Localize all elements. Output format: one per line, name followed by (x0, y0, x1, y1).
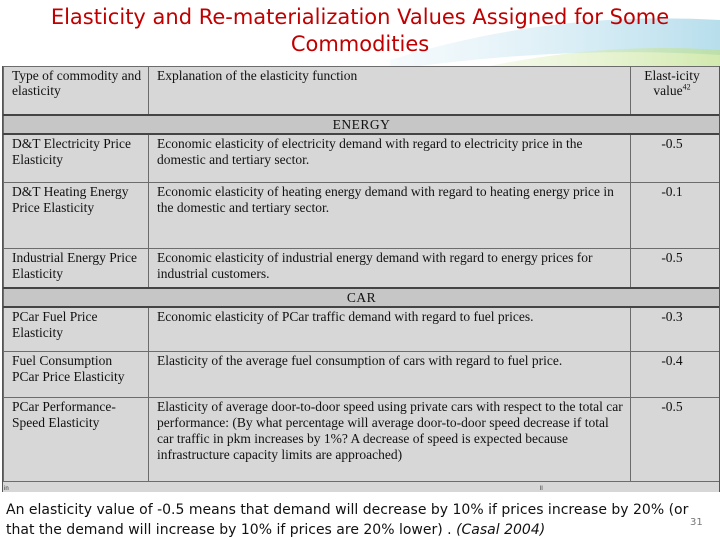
elasticity-value: -0.5 (630, 396, 719, 482)
header-value: Elast-icity value42 (630, 66, 719, 116)
elasticity-value: -0.4 (630, 350, 719, 398)
section-row-energy: ENERGY (3, 114, 719, 135)
section-label: CAR (3, 287, 719, 308)
table-header-row: Type of commodity and elasticity Explana… (3, 66, 719, 116)
table-row: PCar Fuel Price Elasticity Economic elas… (3, 306, 719, 352)
commodity-type: Industrial Energy Price Elasticity (3, 247, 149, 289)
commodity-type: D&T Heating Energy Price Elasticity (3, 181, 149, 249)
explanation: Economic elasticity of electricity deman… (148, 133, 631, 183)
explanation: Elasticity of average door-to-door speed… (148, 396, 631, 482)
explanation: Economic elasticity of industrial energy… (148, 247, 631, 289)
caption: An elasticity value of -0.5 means that d… (6, 500, 706, 540)
table-row: Fuel Consumption PCar Price Elasticity E… (3, 350, 719, 398)
section-label: ENERGY (3, 114, 719, 135)
commodity-type: PCar Performance-Speed Elasticity (3, 396, 149, 482)
header-value-footnote: 42 (682, 82, 691, 92)
elasticity-table: Type of commodity and elasticity Explana… (3, 66, 719, 482)
header-type: Type of commodity and elasticity (3, 66, 149, 116)
explanation: Elasticity of the average fuel consumpti… (148, 350, 631, 398)
table-row: D&T Electricity Price Elasticity Economi… (3, 133, 719, 183)
footer-fragment-left: in (4, 486, 9, 492)
explanation: Economic elasticity of heating energy de… (148, 181, 631, 249)
page-number: 31 (690, 517, 703, 528)
commodity-elasticity-table: Type of commodity and elasticity Explana… (2, 66, 720, 492)
elasticity-value: -0.5 (630, 247, 719, 289)
header-value-label: Elast-icity value (644, 68, 700, 98)
table-row: PCar Performance-Speed Elasticity Elasti… (3, 396, 719, 482)
commodity-type: PCar Fuel Price Elasticity (3, 306, 149, 352)
slide-title: Elasticity and Re-materialization Values… (50, 5, 670, 56)
elasticity-value: -0.5 (630, 133, 719, 183)
elasticity-value: -0.3 (630, 306, 719, 352)
commodity-type: Fuel Consumption PCar Price Elasticity (3, 350, 149, 398)
caption-text: An elasticity value of -0.5 means that d… (6, 502, 689, 538)
table-row: Industrial Energy Price Elasticity Econo… (3, 247, 719, 289)
commodity-type: D&T Electricity Price Elasticity (3, 133, 149, 183)
elasticity-value: -0.1 (630, 181, 719, 249)
header-explanation: Explanation of the elasticity function (148, 66, 631, 116)
table-row: D&T Heating Energy Price Elasticity Econ… (3, 181, 719, 249)
caption-citation: (Casal 2004) (456, 522, 546, 538)
section-row-car: CAR (3, 287, 719, 308)
explanation: Economic elasticity of PCar traffic dema… (148, 306, 631, 352)
footer-fragment-right: ll (540, 486, 543, 492)
table-footer-fragment: in ll (2, 486, 718, 492)
